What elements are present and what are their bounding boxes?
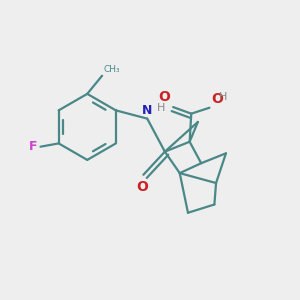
Text: N: N bbox=[142, 104, 152, 117]
Text: H: H bbox=[157, 103, 165, 113]
Text: O: O bbox=[211, 92, 223, 106]
Text: O: O bbox=[158, 90, 170, 104]
Text: O: O bbox=[136, 180, 148, 194]
Text: CH₃: CH₃ bbox=[104, 65, 120, 74]
Text: H: H bbox=[219, 92, 227, 102]
Text: F: F bbox=[29, 140, 38, 153]
